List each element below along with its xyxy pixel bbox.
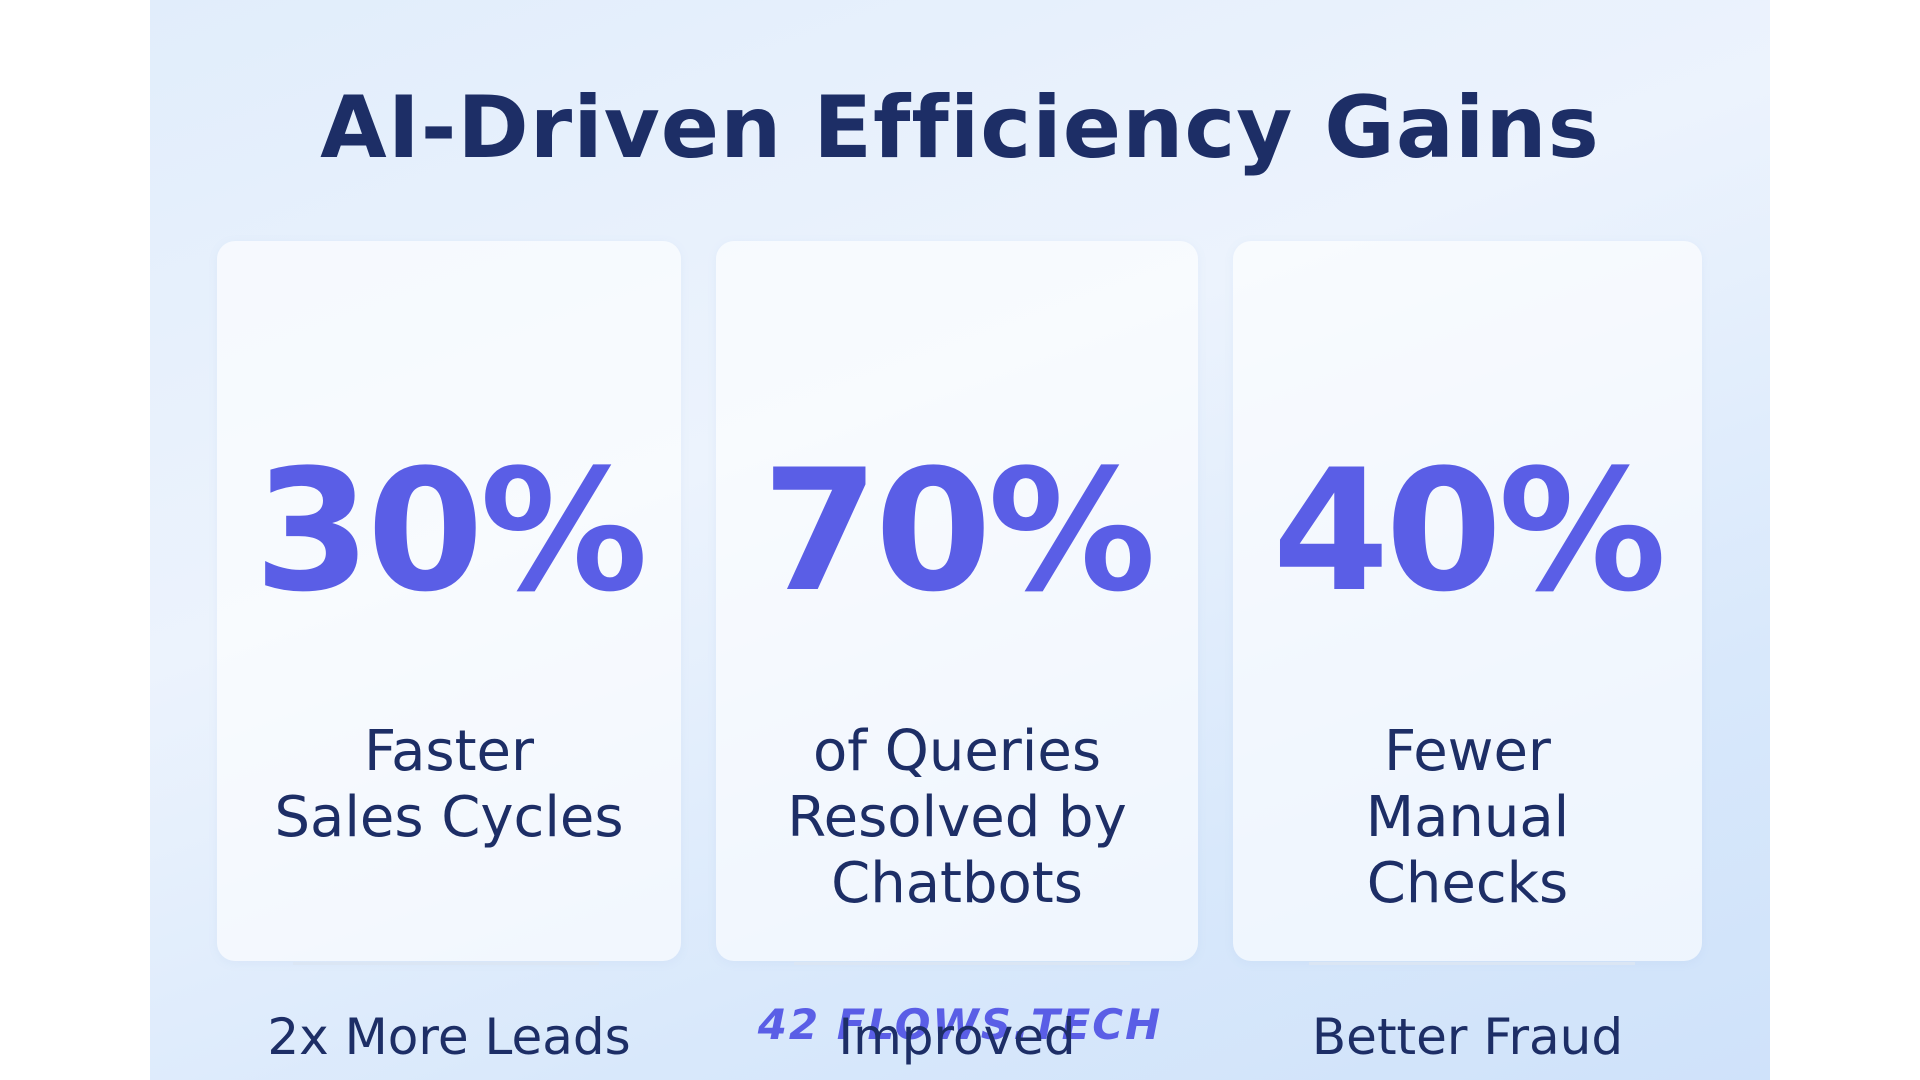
subtext-line: Response Time bbox=[716, 1069, 1198, 1080]
headline-line: Sales Cycles bbox=[274, 785, 624, 850]
brand-logo: 42 FLOWS.TECH bbox=[757, 1000, 1163, 1049]
stat-subtext: Improved Response Time bbox=[716, 1005, 1198, 1080]
divider bbox=[293, 962, 599, 965]
stat-subtext: 2x More Leads –No Extra Hires bbox=[217, 1005, 681, 1080]
headline-line: of Queries bbox=[812, 719, 1101, 784]
subtext-line: Better Fraud bbox=[1311, 1008, 1624, 1066]
stat-value: 30% bbox=[253, 433, 648, 629]
subtext-line: Improved bbox=[838, 1008, 1076, 1066]
stat-subtext: Better Fraud Detection bbox=[1233, 1005, 1702, 1080]
headline-line: Resolved by bbox=[787, 785, 1127, 850]
headline-line: Checks bbox=[1366, 851, 1569, 916]
subtext-line: –No Extra Hires bbox=[217, 1069, 681, 1080]
stat-headline: of Queries Resolved by Chatbots bbox=[716, 719, 1198, 917]
stat-headline: Faster Sales Cycles bbox=[217, 719, 681, 851]
divider bbox=[1309, 962, 1635, 965]
subtext-line: Detection bbox=[1233, 1069, 1702, 1080]
headline-line: Chatbots bbox=[831, 851, 1083, 916]
stat-headline: Fewer Manual Checks bbox=[1233, 719, 1702, 917]
headline-line: Manual bbox=[1365, 785, 1570, 850]
stat-value: 40% bbox=[1272, 433, 1666, 629]
headline-line: Faster bbox=[364, 719, 534, 784]
stat-value: 70% bbox=[761, 433, 1156, 629]
divider bbox=[794, 962, 1130, 965]
headline-line: Fewer bbox=[1384, 719, 1551, 784]
page-title: AI-Driven Efficiency Gains bbox=[320, 78, 1600, 178]
subtext-line: 2x More Leads bbox=[267, 1008, 631, 1066]
stat-card: 70% of Queries Resolved by Chatbots Improved… bbox=[716, 241, 1198, 1080]
